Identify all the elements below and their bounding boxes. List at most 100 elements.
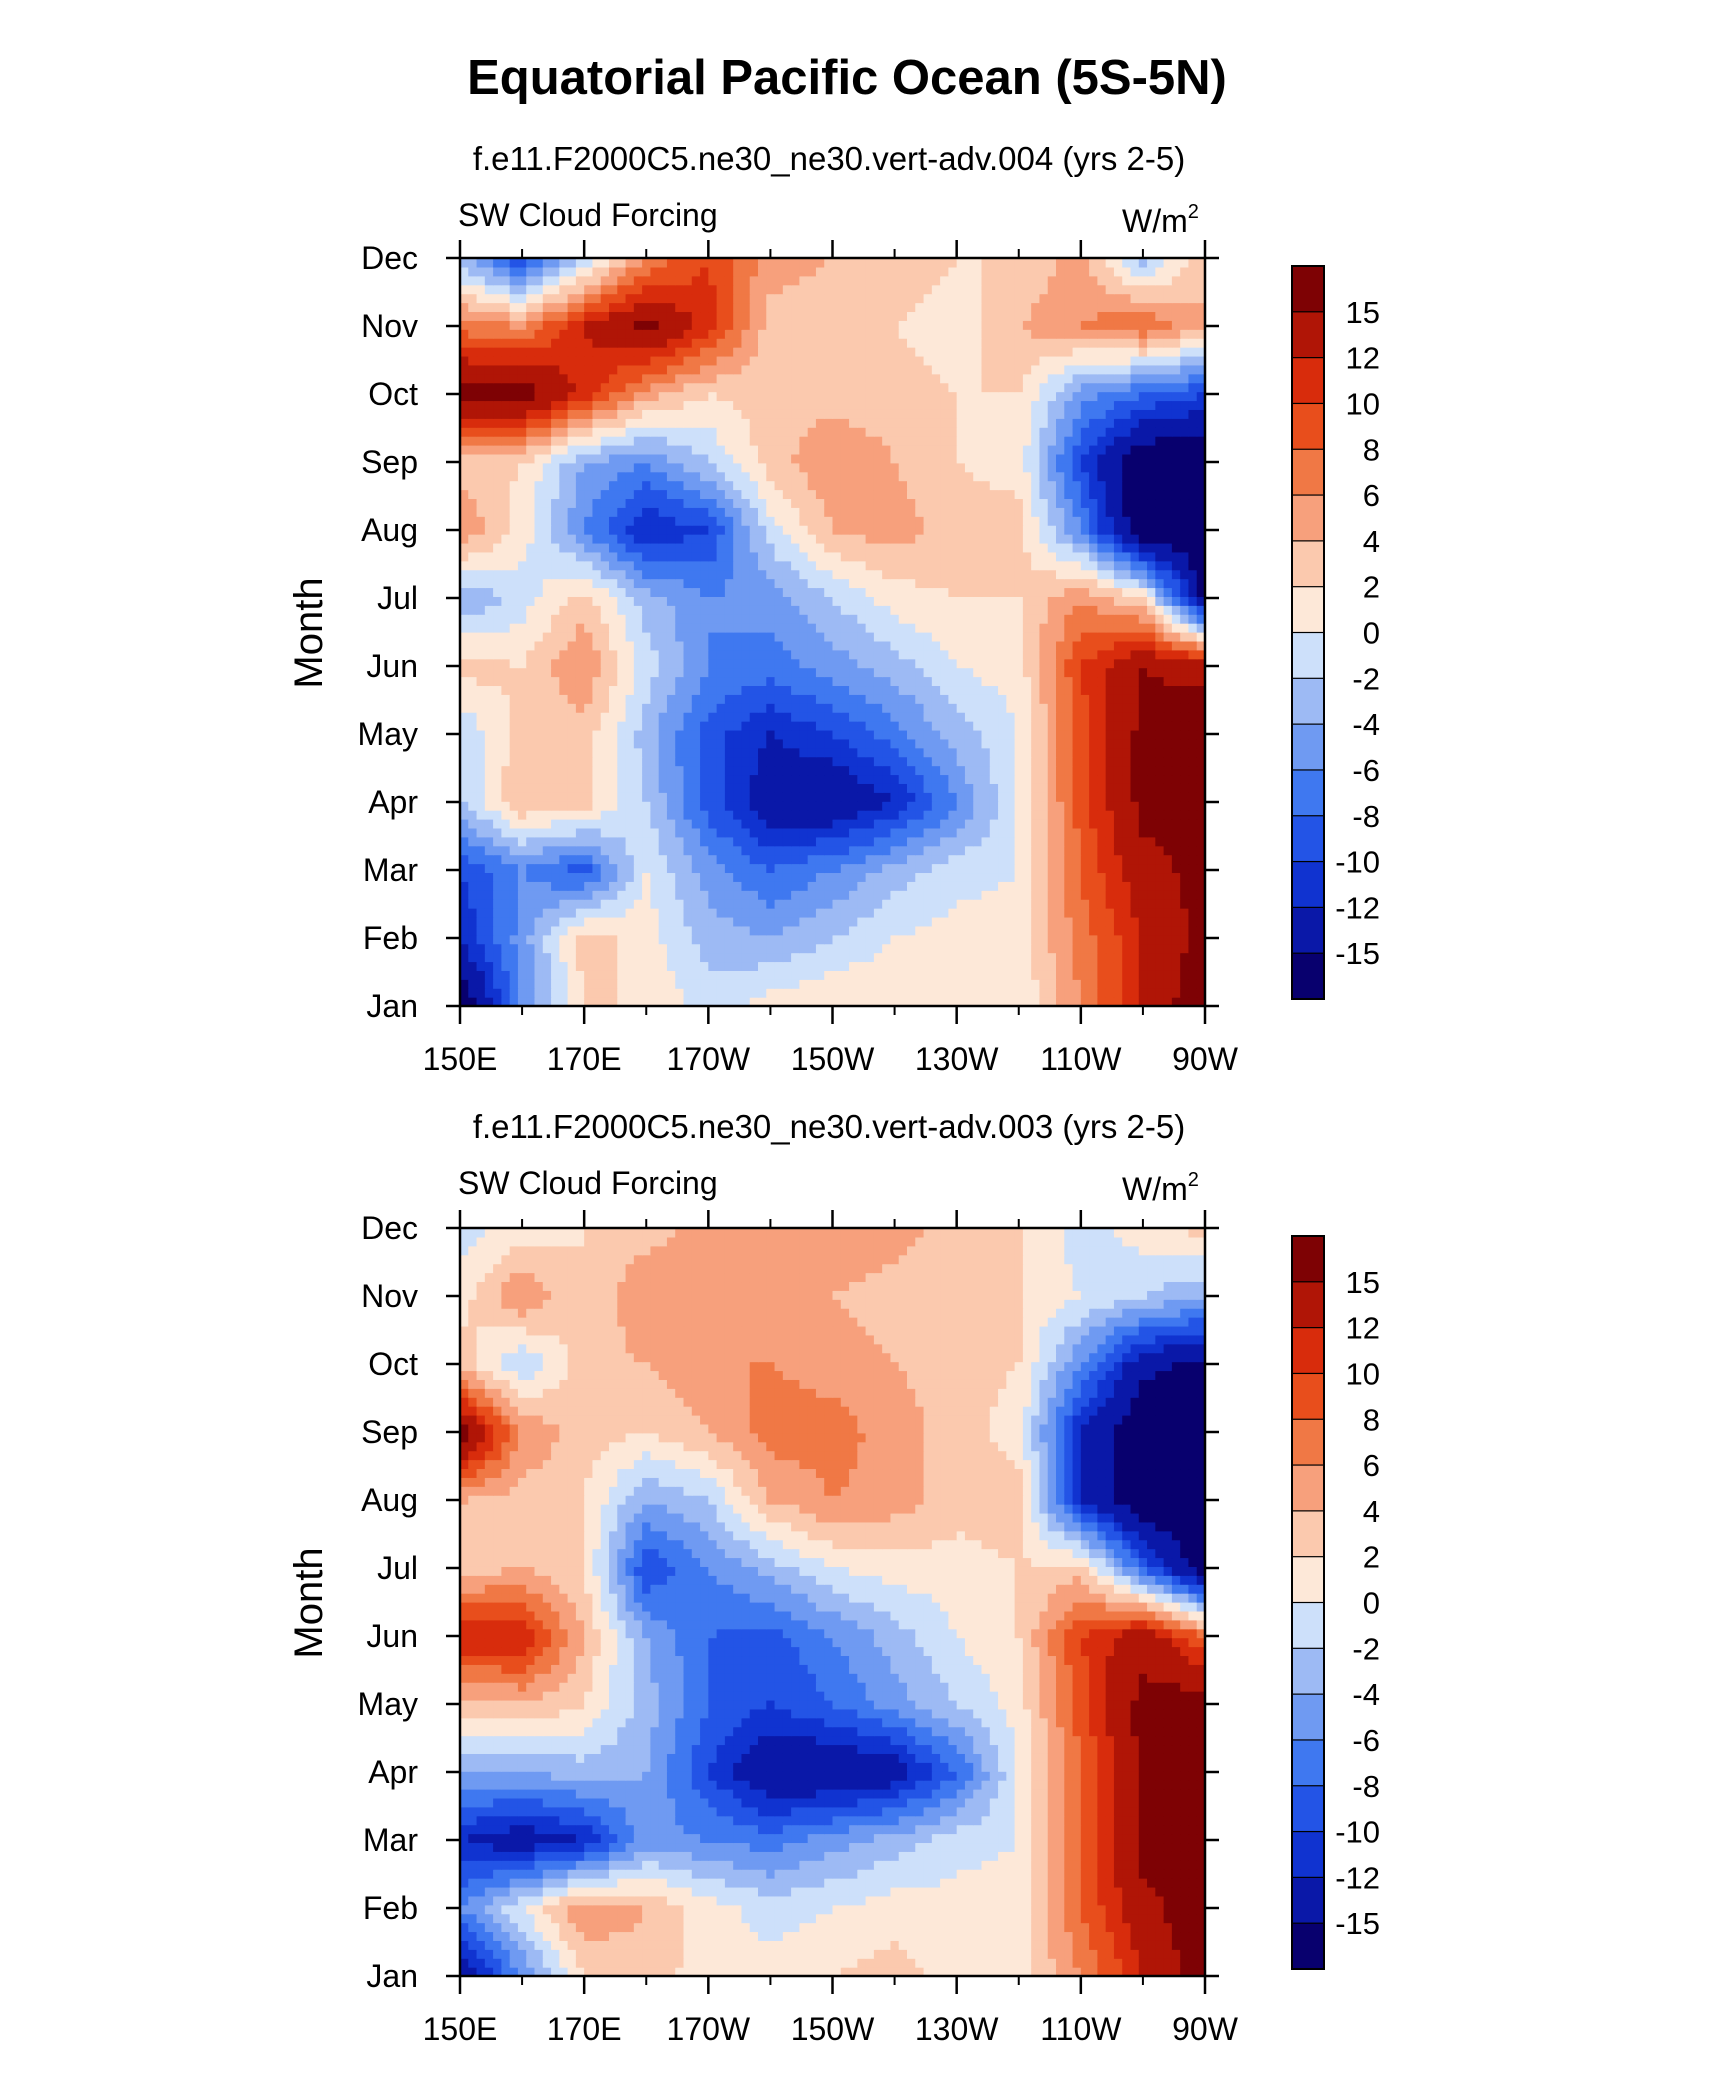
contour-cell xyxy=(940,685,949,695)
contour-cell xyxy=(1163,685,1173,695)
contour-cell xyxy=(493,712,502,722)
contour-cell xyxy=(741,916,751,927)
contour-cell xyxy=(964,632,974,642)
contour-cell xyxy=(758,979,767,989)
contour-cell xyxy=(493,792,502,802)
contour-cell xyxy=(1138,819,1148,829)
contour-cell xyxy=(1039,890,1049,900)
contour-cell xyxy=(799,632,809,642)
contour-cell xyxy=(551,934,560,945)
contour-cell xyxy=(799,819,809,829)
contour-cell xyxy=(989,934,999,945)
contour-cell xyxy=(832,774,842,784)
contour-cell xyxy=(1138,738,1148,749)
contour-cell xyxy=(493,845,502,856)
contour-cell xyxy=(700,783,709,793)
contour-cell xyxy=(460,596,469,606)
contour-cell xyxy=(758,863,767,874)
contour-cell xyxy=(567,542,577,553)
contour-cell xyxy=(526,596,536,606)
contour-cell xyxy=(964,560,974,571)
contour-cell xyxy=(973,614,983,624)
contour-cell xyxy=(625,587,635,597)
contour-cell xyxy=(807,667,817,678)
contour-cell xyxy=(1089,899,1098,909)
contour-cell xyxy=(551,997,560,1007)
contour-cell xyxy=(766,542,776,553)
contour-cell xyxy=(956,542,966,553)
contour-cell xyxy=(534,676,544,687)
contour-cell xyxy=(708,827,718,838)
contour-cell xyxy=(849,542,858,553)
contour-cell xyxy=(1138,534,1148,544)
contour-cell xyxy=(998,916,1007,927)
contour-cell xyxy=(642,721,651,731)
contour-cell xyxy=(1180,970,1190,980)
contour-cell xyxy=(666,970,676,980)
contour-cell xyxy=(989,685,999,695)
contour-cell xyxy=(923,703,933,713)
contour-cell xyxy=(824,676,834,687)
contour-cell xyxy=(1122,649,1132,660)
contour-cell xyxy=(460,747,469,758)
contour-cell xyxy=(1039,783,1049,793)
contour-cell xyxy=(691,801,701,811)
contour-cell xyxy=(890,979,900,989)
contour-cell xyxy=(832,712,842,722)
contour-cell xyxy=(931,845,941,856)
contour-cell xyxy=(956,685,966,695)
contour-cell xyxy=(1138,605,1148,615)
contour-cell xyxy=(1196,943,1206,954)
contour-cell xyxy=(1122,988,1132,998)
contour-cell xyxy=(907,667,916,678)
contour-cell xyxy=(633,703,643,713)
contour-cell xyxy=(1022,765,1032,776)
contour-cell xyxy=(600,640,610,651)
contour-cell xyxy=(609,854,618,865)
contour-cell xyxy=(882,614,892,624)
contour-cell xyxy=(849,783,858,793)
contour-cell xyxy=(956,694,966,704)
contour-cell xyxy=(1047,551,1057,562)
contour-cell xyxy=(1138,810,1148,820)
contour-cell xyxy=(642,845,651,856)
contour-cell xyxy=(849,792,858,802)
contour-cell xyxy=(658,596,668,606)
contour-cell xyxy=(625,703,635,713)
contour-cell xyxy=(1122,605,1132,615)
contour-cell xyxy=(633,525,643,535)
contour-cell xyxy=(989,516,999,526)
contour-cell xyxy=(791,810,800,820)
contour-cell xyxy=(956,979,966,989)
contour-cell xyxy=(1180,979,1190,989)
contour-cell xyxy=(931,943,941,954)
contour-cell xyxy=(1031,908,1041,918)
contour-cell xyxy=(824,623,834,633)
contour-cell xyxy=(1089,551,1098,562)
contour-cell xyxy=(923,658,933,669)
contour-cell xyxy=(931,542,941,553)
contour-cell xyxy=(633,658,643,669)
contour-cell xyxy=(551,819,560,829)
contour-cell xyxy=(1097,819,1107,829)
contour-cell xyxy=(865,640,875,651)
contour-cell xyxy=(1171,899,1181,909)
contour-cell xyxy=(476,810,486,820)
contour-cell xyxy=(625,542,635,553)
contour-cell xyxy=(1147,997,1156,1007)
contour-cell xyxy=(1188,997,1198,1007)
contour-cell xyxy=(691,899,701,909)
contour-cell xyxy=(1180,632,1190,642)
contour-cell xyxy=(956,916,966,927)
contour-cell xyxy=(1180,765,1190,776)
contour-cell xyxy=(666,765,676,776)
contour-cell xyxy=(575,605,585,615)
contour-cell xyxy=(1097,854,1107,865)
contour-cell xyxy=(981,632,991,642)
contour-cell xyxy=(824,712,834,722)
contour-cell xyxy=(1064,569,1074,580)
contour-cell xyxy=(973,881,983,891)
contour-cell xyxy=(882,542,892,553)
contour-cell xyxy=(650,534,660,544)
contour-cell xyxy=(907,952,916,963)
